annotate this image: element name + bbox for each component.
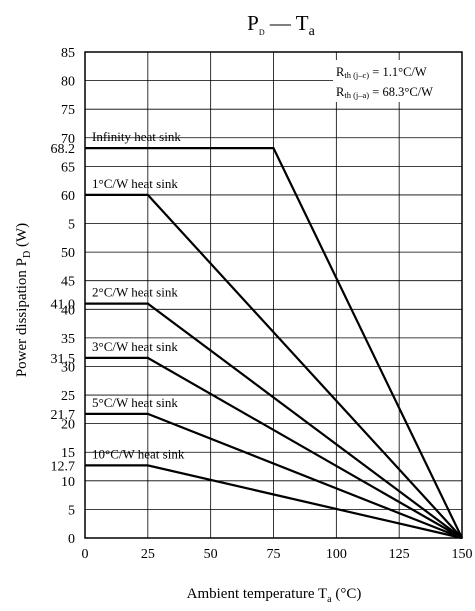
rth-jc-sub: th (j–c) bbox=[344, 70, 369, 80]
thermal-resistance-note: Rth (j–c) = 1.1°C/W Rth (j–a) = 68.3°C/W bbox=[333, 60, 462, 102]
series-line-2 bbox=[85, 302, 463, 539]
y-tick-label: 60 bbox=[61, 189, 75, 204]
y-tick-label: 35 bbox=[61, 332, 75, 347]
x-tick-label: 75 bbox=[267, 547, 281, 562]
rth-ja-note: Rth (j–a) = 68.3°C/W bbox=[336, 85, 433, 100]
rth-jc-label: R bbox=[336, 65, 345, 79]
series-line-5 bbox=[85, 464, 463, 540]
series-layer bbox=[85, 147, 463, 540]
y-tick-label: 75 bbox=[61, 103, 75, 118]
y-tick-label: 0 bbox=[68, 532, 75, 547]
tick-layer: 0 25 50 75 100 125 150 0 5 10 15 20 25 30 35 40 45 50 5 60 6… bbox=[51, 46, 473, 562]
x-tick-label: 100 bbox=[326, 547, 347, 562]
plot-frame bbox=[84, 51, 463, 539]
series-line-0 bbox=[85, 147, 463, 539]
rth-jc-value: = 1.1°C/W bbox=[369, 65, 427, 79]
series-line-4 bbox=[85, 412, 463, 540]
series-label-layer: Infinity heat sink 1°C/W heat sink 2°C/W h… bbox=[92, 129, 185, 461]
y-tick-label: 65 bbox=[61, 160, 75, 175]
y-tick-label: 40 bbox=[61, 303, 75, 318]
y-axis-title-text: Power dissipation P bbox=[14, 258, 30, 377]
y-tick-label: 85 bbox=[61, 46, 75, 61]
y-tick-label: 10 bbox=[61, 475, 75, 490]
series-label-0: Infinity heat sink bbox=[92, 129, 181, 144]
series-line-3 bbox=[85, 356, 463, 539]
y-tick-label: 50 bbox=[61, 246, 75, 261]
rth-ja-sub: th (j–a) bbox=[344, 90, 369, 100]
x-tick-label: 150 bbox=[452, 547, 473, 562]
y-axis-title: Power dissipation PD (W) bbox=[14, 223, 33, 377]
title-dash: — bbox=[265, 11, 296, 35]
y-extra-tick-label: 12.7 bbox=[51, 459, 76, 474]
title-main: P bbox=[247, 11, 259, 35]
y-extra-tick-label: 68.2 bbox=[51, 142, 76, 157]
y-tick-label: 5 bbox=[68, 218, 75, 233]
y-tick-label: 45 bbox=[61, 275, 75, 290]
note-background bbox=[333, 60, 462, 102]
y-tick-label: 80 bbox=[61, 75, 75, 90]
y-axis-title-unit: (W) bbox=[14, 223, 30, 251]
x-tick-label: 25 bbox=[141, 547, 155, 562]
series-label-4: 5°C/W heat sink bbox=[92, 395, 178, 410]
series-label-2: 2°C/W heat sink bbox=[92, 285, 178, 300]
y-tick-label: 5 bbox=[68, 503, 75, 518]
y-tick-label: 25 bbox=[61, 389, 75, 404]
chart-title: PD — Ta bbox=[247, 11, 315, 39]
y-extra-tick-label: 41.0 bbox=[51, 298, 76, 313]
title-main-sub: D bbox=[259, 28, 265, 37]
series-label-3: 3°C/W heat sink bbox=[92, 339, 178, 354]
y-extra-tick-label: 31.5 bbox=[51, 352, 76, 367]
series-line-1 bbox=[85, 193, 463, 539]
x-axis-title-sub: a bbox=[327, 594, 332, 605]
x-tick-label: 125 bbox=[389, 547, 410, 562]
title-x-sub: a bbox=[309, 24, 316, 39]
rth-ja-value: = 68.3°C/W bbox=[369, 85, 433, 99]
x-tick-label: 50 bbox=[204, 547, 218, 562]
y-tick-label: 30 bbox=[61, 360, 75, 375]
y-tick-label: 20 bbox=[61, 418, 75, 433]
title-x: T bbox=[296, 11, 309, 35]
rth-jc-note: Rth (j–c) = 1.1°C/W bbox=[336, 65, 427, 80]
y-axis-title-sub: D bbox=[22, 251, 33, 258]
series-label-5: 10°C/W heat sink bbox=[92, 446, 185, 461]
rth-ja-label: R bbox=[336, 85, 345, 99]
x-axis-title-text: Ambient temperature T bbox=[187, 586, 328, 602]
series-label-1: 1°C/W heat sink bbox=[92, 176, 178, 191]
y-tick-label: 15 bbox=[61, 446, 75, 461]
x-axis-title: Ambient temperature Ta (°C) bbox=[187, 586, 362, 605]
y-extra-tick-label: 21.7 bbox=[51, 408, 76, 423]
x-tick-label: 0 bbox=[82, 547, 89, 562]
y-tick-label: 70 bbox=[61, 132, 75, 147]
x-axis-title-unit: (°C) bbox=[332, 586, 362, 602]
